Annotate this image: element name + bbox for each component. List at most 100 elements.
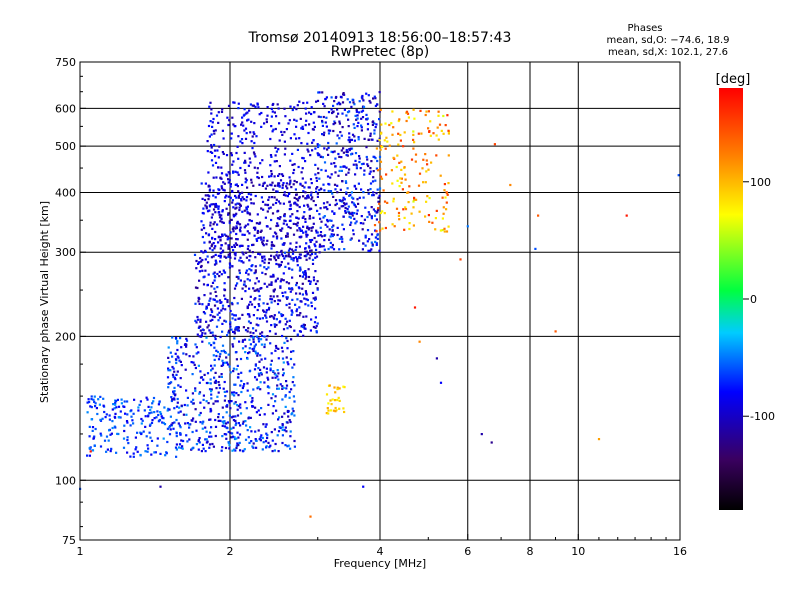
- data-point: [219, 335, 222, 339]
- data-point: [397, 214, 400, 217]
- data-point: [348, 132, 351, 135]
- data-point: [224, 242, 227, 245]
- data-point: [173, 386, 176, 389]
- data-point: [252, 347, 256, 350]
- data-point: [157, 413, 160, 417]
- data-point: [181, 445, 184, 448]
- data-point: [181, 447, 184, 450]
- data-point: [377, 196, 380, 199]
- data-point: [219, 254, 222, 258]
- data-point: [412, 200, 415, 203]
- data-point: [276, 387, 279, 390]
- data-point: [302, 101, 305, 105]
- data-point: [344, 211, 347, 214]
- data-point: [292, 410, 295, 413]
- y-tick-label: 750: [55, 56, 76, 69]
- data-point: [342, 385, 345, 388]
- data-point: [374, 126, 377, 129]
- data-point: [332, 224, 335, 227]
- data-point: [272, 295, 275, 298]
- data-point: [350, 147, 354, 150]
- data-point: [301, 127, 305, 130]
- data-point: [167, 369, 170, 372]
- data-point: [224, 320, 228, 323]
- data-point: [349, 138, 352, 142]
- data-point: [185, 353, 188, 356]
- data-point: [370, 206, 373, 209]
- data-point: [459, 258, 462, 261]
- data-point: [348, 215, 351, 218]
- data-point: [167, 356, 170, 359]
- data-point: [295, 308, 299, 311]
- data-point: [228, 365, 231, 368]
- data-point: [250, 178, 253, 181]
- data-point: [289, 181, 292, 184]
- data-point: [90, 398, 93, 401]
- data-point: [296, 224, 299, 227]
- data-point: [236, 145, 239, 148]
- data-point: [237, 394, 240, 397]
- data-point: [208, 205, 212, 208]
- data-point: [350, 191, 353, 194]
- data-point: [242, 420, 245, 423]
- data-point: [126, 400, 129, 403]
- data-point: [109, 433, 112, 436]
- data-point: [167, 346, 170, 349]
- data-point: [278, 416, 281, 419]
- data-point: [194, 343, 197, 346]
- data-point: [217, 166, 220, 169]
- data-point: [304, 270, 307, 273]
- data-point: [291, 213, 294, 216]
- data-point: [274, 373, 277, 376]
- data-point: [264, 440, 268, 443]
- data-point: [90, 406, 93, 409]
- data-point: [331, 246, 334, 249]
- data-point: [270, 184, 273, 187]
- data-point: [271, 439, 274, 442]
- data-point: [371, 243, 374, 246]
- data-point: [196, 318, 200, 321]
- data-point: [259, 162, 262, 165]
- data-point: [377, 207, 380, 210]
- data-point: [221, 209, 224, 212]
- data-point: [198, 392, 201, 395]
- data-point: [335, 115, 338, 118]
- data-point: [257, 324, 260, 327]
- data-point: [300, 127, 303, 130]
- data-point: [237, 422, 240, 425]
- data-point: [243, 129, 246, 132]
- data-point: [283, 341, 286, 344]
- data-point: [334, 406, 337, 410]
- data-point: [359, 222, 362, 225]
- data-point: [295, 137, 298, 140]
- data-point: [380, 132, 383, 135]
- data-point: [208, 342, 211, 345]
- data-point: [274, 146, 277, 149]
- data-point: [213, 271, 216, 274]
- data-point: [209, 297, 212, 300]
- data-point: [238, 228, 242, 231]
- data-point: [267, 378, 270, 381]
- data-point: [234, 284, 238, 287]
- data-point: [344, 206, 347, 210]
- data-point: [288, 176, 291, 179]
- data-point: [348, 194, 351, 197]
- data-point: [442, 212, 445, 215]
- data-point: [281, 398, 284, 401]
- data-point: [367, 192, 370, 195]
- data-point: [366, 240, 369, 243]
- data-point: [289, 447, 292, 450]
- data-point: [309, 515, 312, 518]
- stats-line-o: mean, sd,O: −74.6, 18.9: [607, 35, 730, 46]
- data-point: [233, 101, 236, 104]
- data-point: [257, 409, 260, 412]
- data-point: [233, 448, 236, 451]
- data-point: [259, 317, 262, 320]
- data-point: [318, 251, 321, 254]
- data-point: [360, 129, 363, 132]
- data-point: [216, 395, 219, 398]
- data-point: [246, 211, 249, 214]
- data-point: [309, 154, 312, 157]
- data-point: [315, 330, 318, 333]
- data-point: [225, 173, 228, 176]
